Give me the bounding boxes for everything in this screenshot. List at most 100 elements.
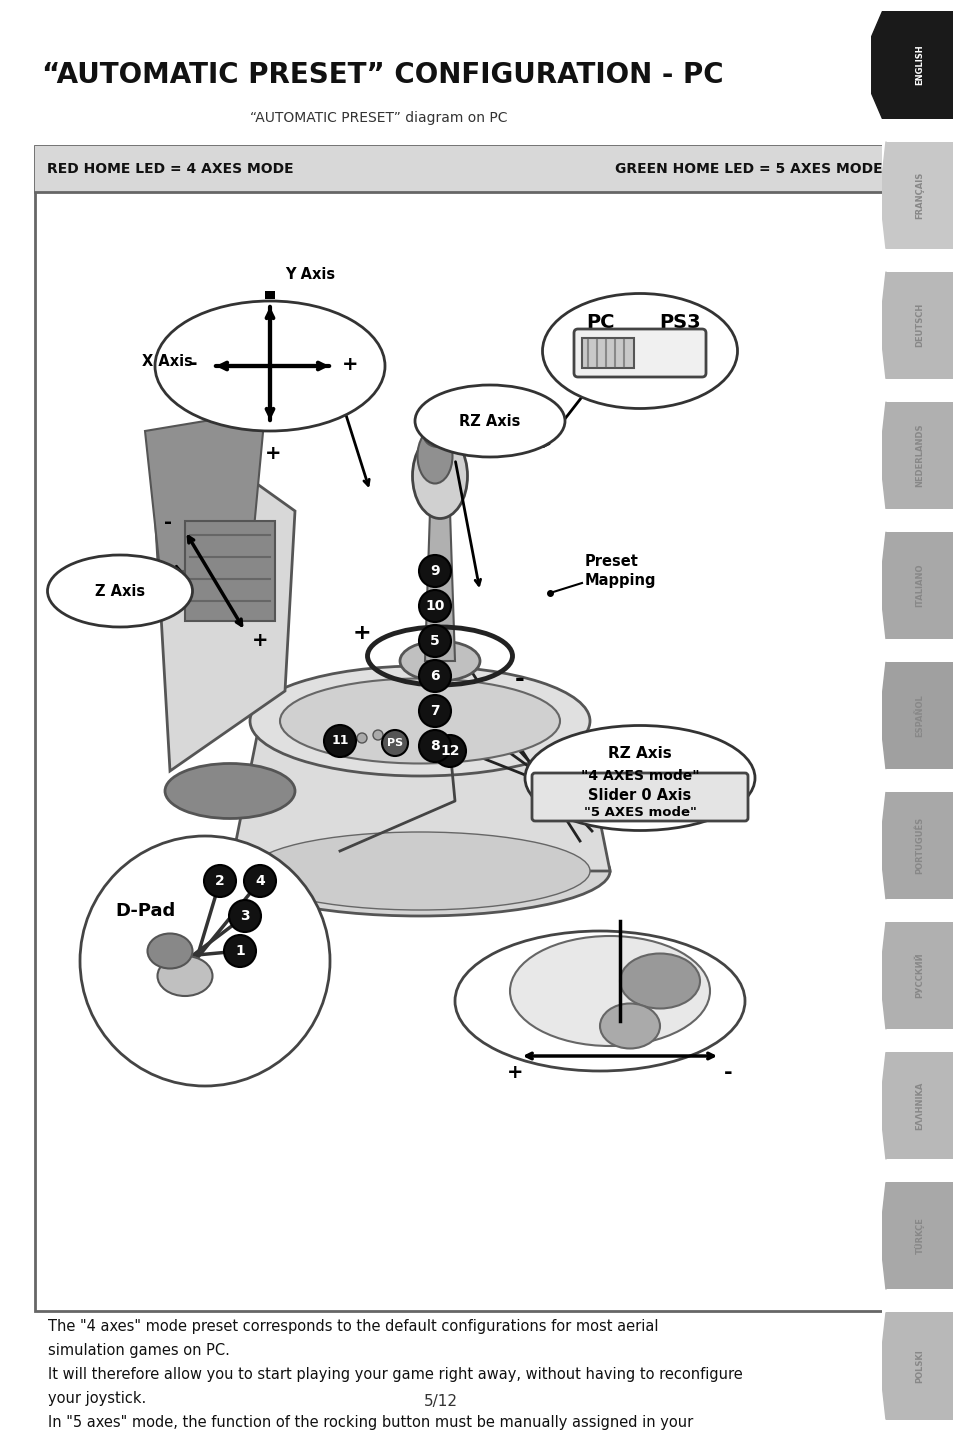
FancyBboxPatch shape [885,1052,953,1159]
Polygon shape [871,11,882,119]
Ellipse shape [510,936,709,1046]
FancyBboxPatch shape [885,402,953,509]
Text: ΕΛΛΗΝΙΚΑ: ΕΛΛΗΝΙΚΑ [914,1082,923,1130]
FancyBboxPatch shape [885,663,953,768]
Text: your joystick.: your joystick. [48,1391,146,1407]
Text: X Axis: X Axis [142,355,193,369]
Polygon shape [882,663,885,768]
Text: 2: 2 [214,874,225,889]
FancyBboxPatch shape [885,791,953,899]
Text: In "5 axes" mode, the function of the rocking button must be manually assigned i: In "5 axes" mode, the function of the ro… [48,1415,693,1430]
Text: GREEN HOME LED = 5 AXES MODE: GREEN HOME LED = 5 AXES MODE [615,162,882,176]
Circle shape [418,730,451,761]
Text: PORTUGUÊS: PORTUGUÊS [914,817,923,874]
Text: ITALIANO: ITALIANO [914,564,923,607]
Bar [35,146,894,1311]
Circle shape [434,736,465,767]
Text: Z Axis: Z Axis [95,584,145,598]
Text: 8: 8 [430,738,439,753]
FancyBboxPatch shape [885,1312,953,1420]
Text: "4 AXES mode": "4 AXES mode" [580,768,699,783]
Ellipse shape [524,726,754,830]
Bar [581,338,634,368]
Ellipse shape [154,301,385,431]
Polygon shape [145,411,265,571]
Text: Slider 0 Axis: Slider 0 Axis [588,788,691,803]
Text: -: - [515,667,524,691]
Bar [265,290,274,299]
Ellipse shape [423,425,452,446]
Text: PC: PC [585,313,614,332]
Ellipse shape [48,555,193,627]
Text: "5 AXES mode": "5 AXES mode" [583,806,696,819]
FancyBboxPatch shape [574,329,705,376]
Circle shape [418,695,451,727]
Text: 4: 4 [254,874,265,889]
Ellipse shape [599,1003,659,1049]
FancyBboxPatch shape [885,922,953,1029]
Circle shape [324,726,355,757]
Text: 12: 12 [439,744,459,758]
Ellipse shape [415,385,564,456]
Ellipse shape [148,933,193,969]
FancyBboxPatch shape [532,773,747,821]
Circle shape [244,864,275,897]
Polygon shape [882,272,885,379]
Ellipse shape [250,831,589,910]
Circle shape [229,900,261,932]
Text: 10: 10 [425,600,444,612]
Polygon shape [882,1182,885,1289]
Text: “AUTOMATIC PRESET” diagram on PC: “AUTOMATIC PRESET” diagram on PC [250,112,507,124]
Polygon shape [882,1052,885,1159]
FancyBboxPatch shape [885,532,953,640]
Text: +: + [506,1063,522,1082]
Ellipse shape [280,678,559,764]
Text: It will therefore allow you to start playing your game right away, without havin: It will therefore allow you to start pla… [48,1367,742,1382]
Polygon shape [882,142,885,249]
Text: 7: 7 [430,704,439,718]
Text: +: + [252,631,268,651]
Ellipse shape [412,434,467,518]
Text: RED HOME LED = 4 AXES MODE: RED HOME LED = 4 AXES MODE [47,162,294,176]
Text: +: + [265,444,281,464]
Ellipse shape [542,293,737,408]
Text: RZ Axis: RZ Axis [607,747,671,761]
Ellipse shape [455,932,744,1070]
Circle shape [356,733,367,743]
Circle shape [418,625,451,657]
Text: 5/12: 5/12 [424,1394,457,1410]
Text: 9: 9 [430,564,439,578]
Text: RZ Axis: RZ Axis [458,414,520,428]
Ellipse shape [417,428,452,484]
Circle shape [204,864,235,897]
Text: -: - [723,1063,732,1083]
Polygon shape [154,461,294,771]
Text: ENGLISH: ENGLISH [914,44,923,86]
Circle shape [381,730,408,756]
Ellipse shape [157,956,213,996]
Circle shape [80,836,330,1086]
Text: РУССКИЙ: РУССКИЙ [914,953,923,999]
Ellipse shape [230,826,609,916]
Text: +: + [353,622,371,643]
Circle shape [418,590,451,622]
Bar [185,521,274,621]
FancyBboxPatch shape [885,142,953,249]
Text: -: - [164,514,172,532]
Text: 1: 1 [234,944,245,957]
Bar [35,146,894,192]
Text: Preset
Mapping: Preset Mapping [584,554,656,588]
Circle shape [418,660,451,693]
FancyBboxPatch shape [885,272,953,379]
Text: “AUTOMATIC PRESET” CONFIGURATION - PC: “AUTOMATIC PRESET” CONFIGURATION - PC [42,62,723,89]
Text: simulation games on PC.: simulation games on PC. [48,1344,230,1358]
Text: DEUTSCH: DEUTSCH [914,303,923,348]
Text: 5: 5 [430,634,439,648]
Text: TÜRKÇE: TÜRKÇE [914,1218,923,1255]
Circle shape [373,730,382,740]
Circle shape [418,555,451,587]
Text: Y Axis: Y Axis [285,268,335,282]
Text: 3: 3 [240,909,250,923]
Text: -: - [190,353,198,373]
Text: D-Pad: D-Pad [115,902,175,920]
